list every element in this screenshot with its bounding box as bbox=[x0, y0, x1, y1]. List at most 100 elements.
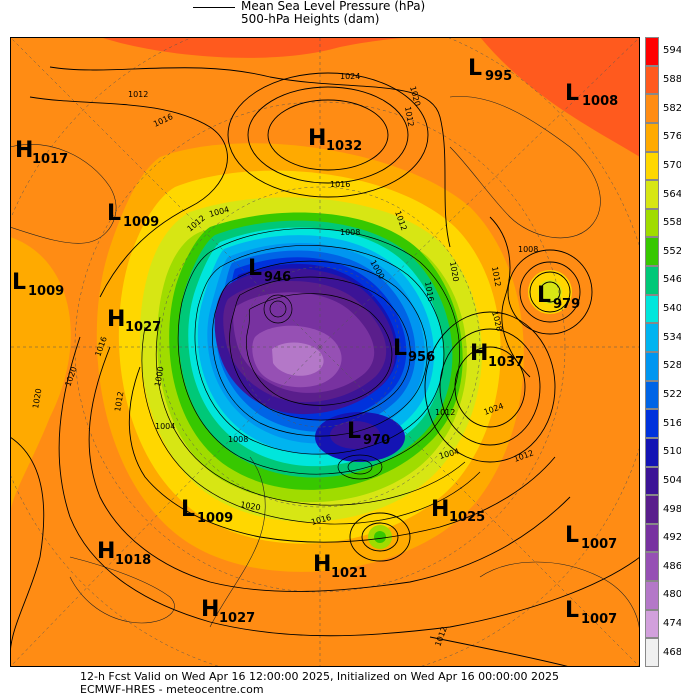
mslp-legend-label: Mean Sea Level Pressure (hPa) bbox=[241, 0, 426, 13]
colorbar-label: 594 bbox=[663, 45, 681, 57]
colorbar-swatch bbox=[645, 609, 659, 639]
colorbar-label: 588 bbox=[663, 73, 681, 85]
height-band-588-north bbox=[100, 37, 430, 58]
system-letter: H bbox=[15, 138, 33, 163]
system-letter: L bbox=[468, 56, 482, 81]
colorbar-swatch bbox=[645, 581, 659, 610]
heights-legend-label: 500-hPa Heights (dam) bbox=[241, 12, 380, 26]
system-value: 1007 bbox=[581, 612, 617, 627]
colorbar-swatch bbox=[645, 94, 659, 123]
system-value: 1032 bbox=[326, 139, 362, 154]
system-value: 1017 bbox=[32, 152, 68, 167]
colorbar-label: 504 bbox=[663, 474, 681, 486]
isobar-label: 1008 bbox=[340, 228, 360, 237]
system-value: 995 bbox=[485, 69, 512, 84]
system-value: 1009 bbox=[28, 284, 64, 299]
isobar-label: 1020 bbox=[448, 261, 460, 283]
system-value: 1009 bbox=[197, 511, 233, 526]
isobar-label: 1020 bbox=[31, 388, 43, 410]
system-letter: L bbox=[12, 270, 26, 295]
system-value: 1007 bbox=[581, 537, 617, 552]
colorbar-swatch bbox=[645, 380, 659, 410]
colorbar-label: 576 bbox=[663, 131, 681, 143]
system-letter: L bbox=[565, 598, 579, 623]
system-value: 1025 bbox=[449, 510, 485, 525]
isobar-label: 1004 bbox=[155, 422, 175, 431]
legend: Mean Sea Level Pressure (hPa) 500-hPa He… bbox=[0, 0, 681, 36]
coastline-north-america bbox=[449, 96, 601, 239]
system-letter: H bbox=[470, 341, 488, 366]
colorbar-swatch bbox=[645, 65, 659, 95]
colorbar-label: 510 bbox=[663, 446, 681, 458]
system-letter: L bbox=[565, 81, 579, 106]
isobar-label: 1008 bbox=[228, 435, 248, 444]
colorbar-label: 564 bbox=[663, 188, 681, 200]
system-letter: H bbox=[97, 539, 115, 564]
height-band-576-west bbox=[10, 237, 71, 517]
colorbar-label: 540 bbox=[663, 303, 681, 315]
system-letter: H bbox=[313, 552, 331, 577]
colorbar-label: 516 bbox=[663, 417, 681, 429]
system-value: 1009 bbox=[123, 215, 159, 230]
system-letter: H bbox=[431, 497, 449, 522]
pressure-systems: L 995 L 1008 H 1032 H 1017 L 1009 L 1009… bbox=[12, 56, 618, 627]
graticule bbox=[10, 37, 640, 667]
colorbar-label: 528 bbox=[663, 360, 681, 372]
colorbar-swatch bbox=[645, 323, 659, 352]
system-letter: L bbox=[537, 283, 551, 308]
system-value: 1027 bbox=[219, 611, 255, 626]
height-lobe-l970-inner bbox=[330, 421, 380, 449]
colorbar-swatch bbox=[645, 180, 659, 209]
system-letter: L bbox=[181, 497, 195, 522]
isobar-label: 1012 bbox=[435, 408, 455, 417]
colorbar-swatch bbox=[645, 151, 659, 181]
system-letter: L bbox=[565, 523, 579, 548]
source-line: ECMWF-HRES - meteocentre.com bbox=[80, 683, 264, 696]
colorbar-label: 582 bbox=[663, 102, 681, 114]
isobar-label: 1020 bbox=[240, 500, 262, 512]
isobars bbox=[10, 66, 640, 667]
system-letter: H bbox=[107, 307, 125, 332]
colorbar-label: 486 bbox=[663, 560, 681, 572]
colorbar-label: 570 bbox=[663, 159, 681, 171]
colorbar-swatch bbox=[645, 37, 659, 66]
colorbar-swatch bbox=[645, 552, 659, 582]
isobar-label: 1012 bbox=[113, 391, 125, 413]
system-value: 979 bbox=[553, 297, 580, 312]
colorbar-swatch bbox=[645, 237, 659, 267]
colorbar-label: 480 bbox=[663, 589, 681, 601]
isobar-label: 1000 bbox=[153, 366, 165, 388]
colorbar-swatch bbox=[645, 409, 659, 438]
colorbar-swatch bbox=[645, 495, 659, 524]
colorbar: 594 588 582 576 570 564 558 552 546 540 534 528 522 5… bbox=[645, 37, 681, 667]
polar-map: L 995 L 1008 H 1032 H 1017 L 1009 L 1009… bbox=[10, 37, 640, 667]
colorbar-label: 534 bbox=[663, 331, 681, 343]
colorbar-label: 474 bbox=[663, 618, 681, 630]
colorbar-label: 558 bbox=[663, 217, 681, 229]
coastline-asia-south bbox=[69, 556, 175, 624]
system-letter: L bbox=[107, 201, 121, 226]
colorbar-swatch bbox=[645, 294, 659, 324]
colorbar-swatch bbox=[645, 466, 659, 496]
footer: 12-h Fcst Valid on Wed Apr 16 12:00:00 2… bbox=[0, 668, 681, 700]
coastline-europe bbox=[10, 144, 117, 244]
colorbar-label: 552 bbox=[663, 245, 681, 257]
colorbar-swatch bbox=[645, 208, 659, 238]
system-value: 1021 bbox=[331, 566, 367, 581]
mslp-legend-line bbox=[193, 7, 235, 8]
system-value: 1018 bbox=[115, 553, 151, 568]
vortex-isobars bbox=[141, 228, 481, 525]
height-cell-south-inner bbox=[374, 531, 386, 543]
colorbar-swatch bbox=[645, 122, 659, 152]
colorbar-swatch bbox=[645, 437, 659, 467]
height-band-588-northeast bbox=[480, 37, 640, 157]
isobar-label: 1016 bbox=[330, 180, 350, 189]
colorbar-swatch bbox=[645, 638, 659, 667]
system-value: 956 bbox=[408, 350, 435, 365]
height-band-480 bbox=[272, 342, 324, 376]
system-value: 970 bbox=[363, 433, 390, 448]
system-letter: L bbox=[393, 336, 407, 361]
system-letter: H bbox=[201, 597, 219, 622]
system-value: 1027 bbox=[125, 320, 161, 335]
isobar-label: 1016 bbox=[423, 281, 435, 303]
